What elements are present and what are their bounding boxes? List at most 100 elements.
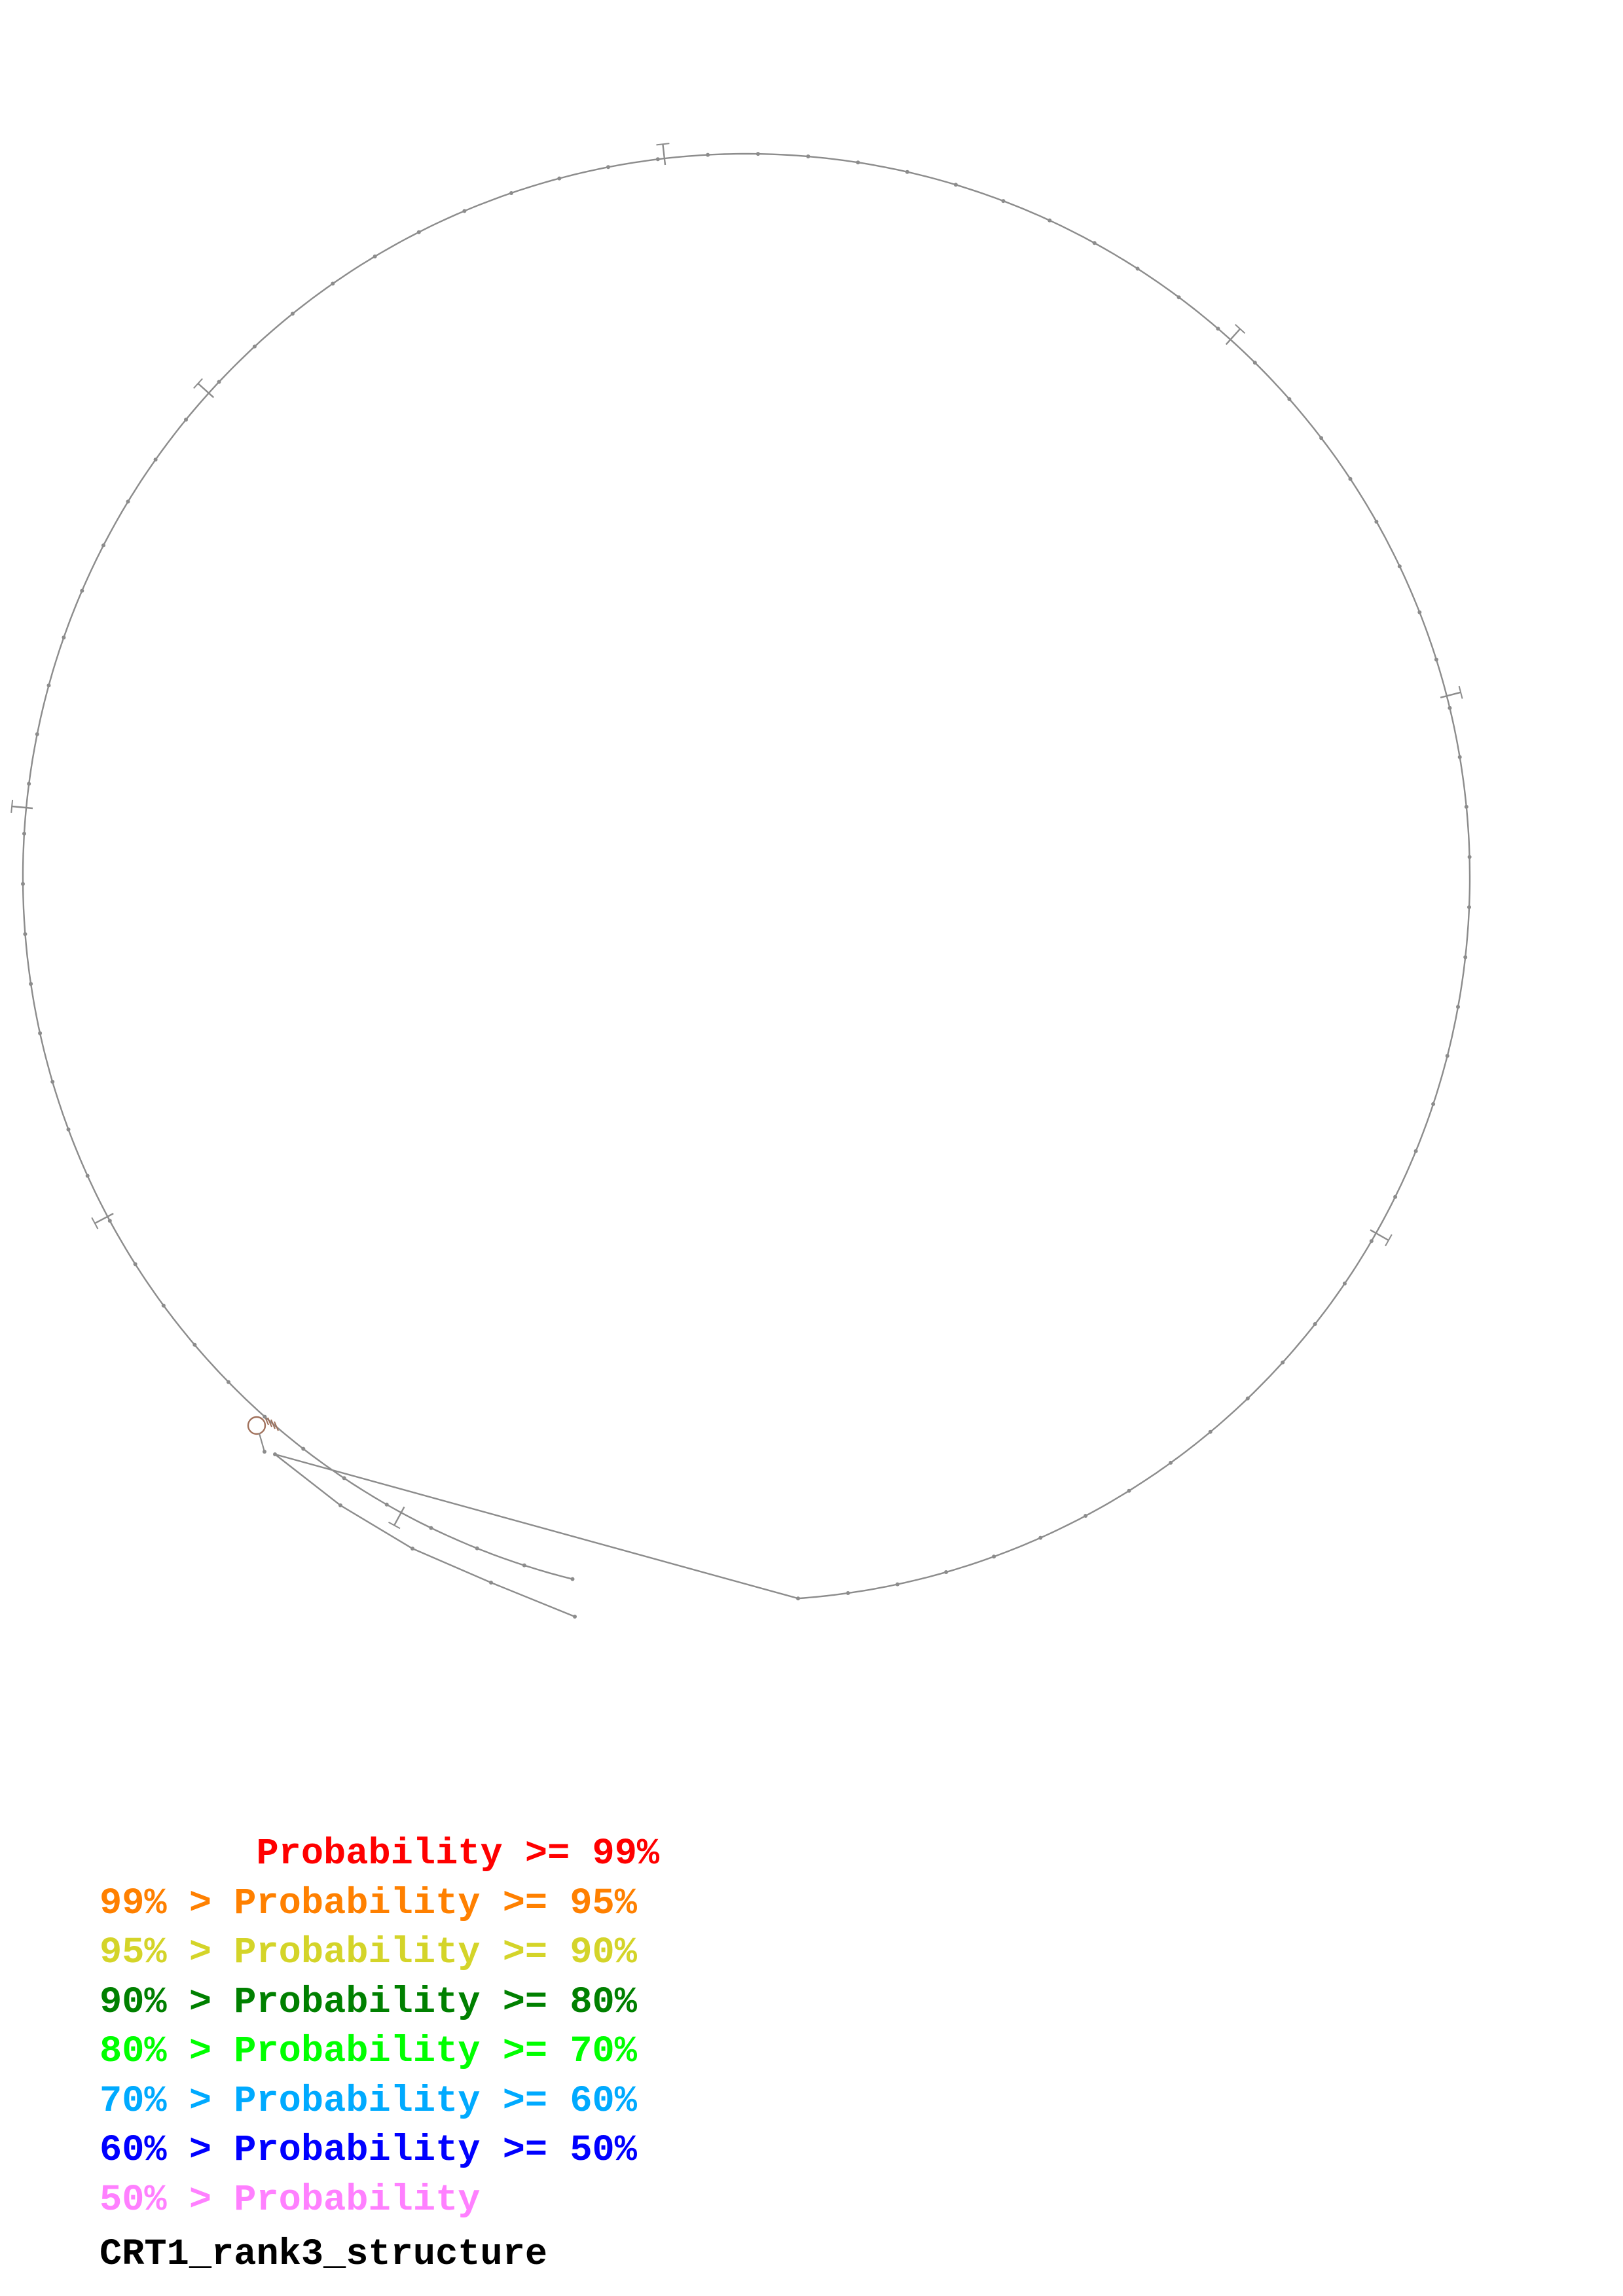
legend-entry-99: Probability >= 99% <box>100 1833 660 1875</box>
nucleotide-dot <box>846 1591 850 1595</box>
nucleotide-dot <box>1319 436 1324 440</box>
stem-stub <box>393 1506 405 1526</box>
nucleotide-dot <box>475 1546 479 1551</box>
nucleotide-dot <box>1448 706 1452 710</box>
nucleotide-dot <box>756 152 760 156</box>
nucleotide-dot <box>1135 266 1140 271</box>
legend-entry-below-50: 50% > Probability <box>100 2179 481 2221</box>
nucleotide-dot <box>953 183 958 187</box>
nucleotide-dot <box>35 732 39 736</box>
nucleotide-dot <box>992 1554 996 1559</box>
nucleotide-dot <box>1169 1460 1173 1465</box>
stem-cap <box>1458 685 1463 699</box>
rna-backbone <box>22 152 1471 1618</box>
nucleotide-dot <box>1464 804 1468 809</box>
hairpin-tail <box>258 1433 266 1452</box>
nucleotide-dot <box>80 588 84 593</box>
nucleotide-dot <box>338 1503 342 1507</box>
nucleotide-dot <box>1216 327 1220 331</box>
nucleotide-dot <box>273 1452 277 1456</box>
nucleotide-dot <box>1369 1239 1374 1244</box>
nucleotide-dot <box>944 1570 949 1574</box>
nucleotide-dot <box>1434 657 1438 662</box>
nucleotide-dot <box>895 1582 900 1587</box>
nucleotide-dot <box>796 1596 800 1601</box>
nucleotide-dot <box>263 1414 267 1419</box>
nucleotide-dot <box>217 380 221 384</box>
nucleotide-markers <box>21 152 1472 1619</box>
nucleotide-dot <box>1445 1054 1450 1058</box>
nucleotide-dot <box>1084 1514 1088 1518</box>
nucleotide-dot <box>573 1615 577 1619</box>
nucleotide-dot <box>23 932 27 937</box>
stem-cap <box>1385 1234 1393 1247</box>
nucleotide-dot <box>107 1219 112 1223</box>
nucleotide-dot <box>184 418 188 422</box>
nucleotide-dot <box>1467 855 1472 859</box>
nucleotide-dot <box>1456 1005 1460 1009</box>
nucleotide-dot <box>263 1450 266 1454</box>
nucleotide-dot <box>1393 1194 1398 1199</box>
stem-stub <box>1370 1229 1389 1242</box>
nucleotide-dot <box>905 170 909 174</box>
stem-cap <box>10 799 14 813</box>
nucleotide-dot <box>29 982 33 986</box>
nucleotide-dot <box>384 1502 389 1507</box>
stem-stub <box>1225 328 1241 346</box>
nucleotide-dot <box>1463 955 1468 960</box>
nucleotide-dot <box>1342 1282 1347 1286</box>
stem-cap <box>1235 324 1246 334</box>
nucleotide-dot <box>46 683 51 688</box>
nucleotide-dot <box>192 1342 197 1347</box>
nucleotide-dot <box>1001 199 1006 204</box>
legend-entry-95: 99% > Probability >= 95% <box>100 1883 637 1925</box>
nucleotide-dot <box>153 457 158 462</box>
nucleotide-dot <box>85 1174 90 1178</box>
nucleotide-dot <box>1348 476 1353 481</box>
nucleotide-dot <box>1417 610 1422 615</box>
legend-entry-60: 70% > Probability >= 60% <box>100 2081 637 2123</box>
nucleotide-dot <box>570 1577 575 1581</box>
stem-cap <box>193 378 203 389</box>
nucleotide-dot <box>1245 1396 1250 1401</box>
nucleotide-dot <box>557 176 562 181</box>
nucleotide-dot <box>806 154 811 158</box>
legend-entry-70: 80% > Probability >= 70% <box>100 2031 637 2073</box>
nucleotide-dot <box>22 831 26 836</box>
nucleotide-dot <box>1252 361 1257 365</box>
nucleotide-dot <box>331 281 335 286</box>
nucleotide-dot <box>301 1446 306 1451</box>
nucleotide-dot <box>655 157 660 162</box>
nucleotide-dot <box>1127 1488 1131 1493</box>
nucleotide-dot <box>1092 241 1097 245</box>
nucleotide-dot <box>1208 1429 1213 1434</box>
nucleotide-dot <box>1287 397 1292 401</box>
hairpin-base-pair <box>270 1419 276 1429</box>
nucleotide-dot <box>161 1303 166 1308</box>
nucleotide-dot <box>50 1079 55 1084</box>
nucleotide-dot <box>1467 905 1471 909</box>
nucleotide-dot <box>1413 1149 1418 1153</box>
stem-cap <box>656 143 670 146</box>
legend-entry-90: 95% > Probability >= 90% <box>100 1932 637 1974</box>
stem-stub <box>197 383 215 399</box>
nucleotide-dot <box>1374 520 1379 524</box>
nucleotide-dot <box>429 1526 433 1530</box>
nucleotide-dot <box>62 636 66 639</box>
nucleotide-dot <box>38 1031 43 1035</box>
nucleotide-dot <box>342 1476 346 1480</box>
nucleotide-dot <box>1048 218 1052 223</box>
nucleotide-dot <box>126 499 130 504</box>
backbone-path <box>22 152 1471 1618</box>
nucleotide-dot <box>606 165 610 170</box>
stem-cap <box>91 1217 99 1230</box>
nucleotide-dot <box>1397 564 1402 569</box>
nucleotide-dot <box>489 1581 493 1585</box>
nucleotide-dot <box>522 1563 526 1568</box>
base-pair-stems <box>10 143 1463 1530</box>
hairpin-loop-ring <box>247 1416 266 1435</box>
nucleotide-dot <box>1038 1535 1043 1540</box>
structure-title: CRT1_rank3_structure <box>100 2234 548 2276</box>
legend-entry-50: 60% > Probability >= 50% <box>100 2130 637 2172</box>
nucleotide-dot <box>66 1127 71 1132</box>
